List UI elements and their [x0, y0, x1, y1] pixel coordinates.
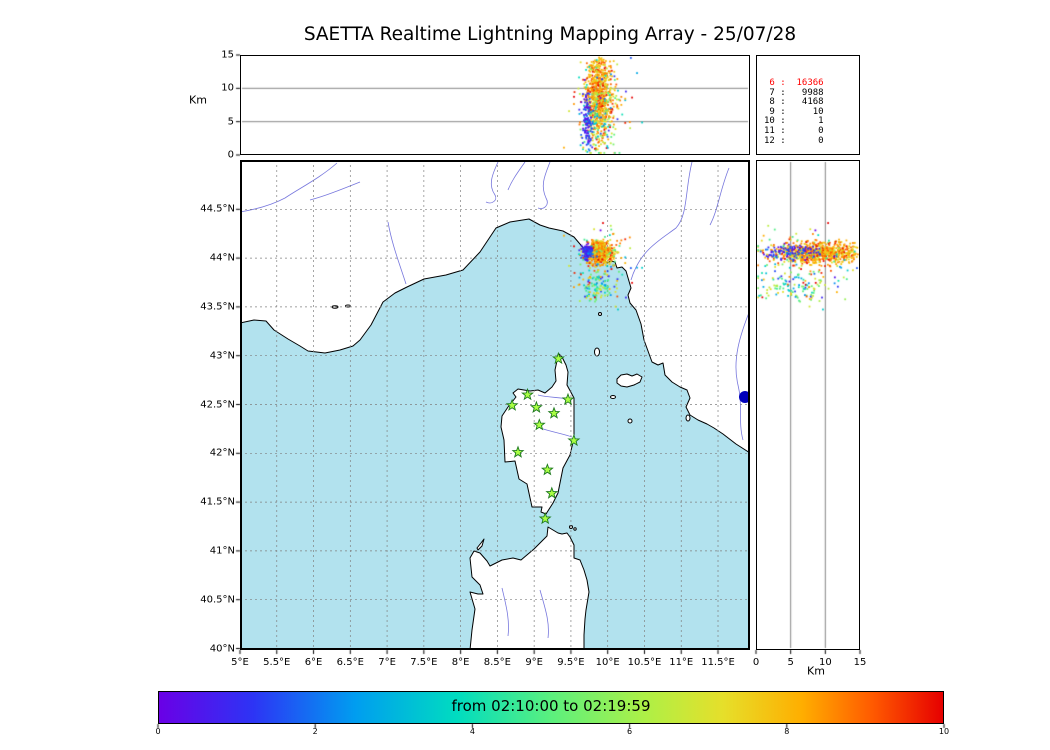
lon-tick-label: 11.5°E — [701, 657, 735, 668]
station-stat-line: 12 : 0 — [764, 135, 824, 146]
lat-tick-label: 43°N — [209, 350, 235, 362]
lon-tick-label: 11°E — [669, 657, 694, 668]
lon-tick-label: 5.5°E — [263, 657, 291, 668]
colorbar: from 02:10:00 to 02:19:59 — [158, 691, 944, 724]
altitude-longitude-panel — [240, 55, 750, 155]
colorbar-time-range-label: from 02:10:00 to 02:19:59 — [451, 697, 651, 715]
lat-tick-label: 44.5°N — [200, 203, 235, 215]
altitude-latitude-panel — [756, 160, 860, 650]
lat-tick-label: 41°N — [209, 545, 235, 557]
map-panel — [240, 160, 750, 650]
alt-tick-label-bottom: 0 — [752, 657, 760, 668]
lat-tick-label: 41.5°N — [200, 496, 235, 508]
lon-tick-label: 5°E — [231, 657, 249, 668]
lat-tick-label: 42°N — [209, 447, 235, 459]
lon-tick-label: 10.5°E — [627, 657, 662, 668]
alt-tick-label-bottom: 15 — [853, 657, 867, 668]
page-title: SAETTA Realtime Lightning Mapping Array … — [303, 24, 797, 45]
lat-tick-label: 42.5°N — [200, 399, 235, 410]
alt-tick-label-bottom: 5 — [787, 657, 794, 668]
lat-tick-label: 40.5°N — [200, 594, 235, 606]
montecristo-island — [627, 418, 633, 424]
colorbar-tick-label: 6 — [627, 727, 633, 736]
alt-tick-label-left: 0 — [227, 149, 234, 161]
lon-tick-label: 6.5°E — [336, 657, 364, 668]
km-axis-label-left: Km — [189, 93, 207, 107]
lat-tick-label: 40°N — [209, 643, 235, 654]
giglio-island — [685, 414, 691, 422]
lon-tick-label: 7°E — [378, 657, 396, 668]
map-svg — [240, 160, 750, 650]
colorbar-tick-label: 4 — [469, 727, 475, 736]
colorbar-tick-label: 2 — [312, 727, 318, 736]
colorbar-tick-label: 8 — [784, 727, 790, 736]
station-stats-lines: 6 : 16366 7 : 9988 8 : 4168 9 : 10 10 : 1… — [757, 56, 859, 146]
alt-tick-label-left: 10 — [221, 82, 234, 94]
station-stats-panel: 6 : 16366 7 : 9988 8 : 4168 9 : 10 10 : 1… — [756, 55, 860, 155]
colorbar-tick-label: 0 — [155, 727, 161, 736]
lon-tick-label: 8°E — [451, 657, 470, 668]
colorbar-tick-label: 10 — [938, 727, 950, 736]
pianosa-island — [610, 395, 616, 399]
lon-tick-label: 10°E — [595, 657, 620, 668]
alt-tick-label-left: 15 — [221, 49, 234, 61]
lat-tick-label: 43.5°N — [200, 301, 235, 313]
alt-tick-label-bottom: 10 — [818, 657, 832, 668]
maddalena-island-2 — [573, 527, 577, 531]
lat-tick-label: 44°N — [209, 252, 235, 264]
lon-tick-label: 6°E — [304, 657, 323, 668]
lon-tick-label: 8.5°E — [483, 657, 511, 668]
lon-tick-label: 9.5°E — [557, 657, 585, 668]
gorgona-island — [598, 312, 602, 316]
alt-tick-label-left: 5 — [227, 116, 234, 128]
lon-tick-label: 9°E — [525, 657, 543, 668]
lon-tick-label: 7.5°E — [410, 657, 438, 668]
capraia-island — [594, 347, 600, 357]
